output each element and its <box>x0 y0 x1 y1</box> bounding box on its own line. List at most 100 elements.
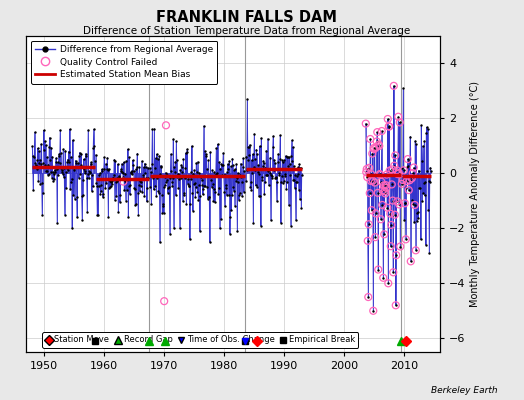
Point <box>235 196 243 203</box>
Point <box>400 167 408 174</box>
Point <box>89 183 97 190</box>
Point <box>149 175 158 181</box>
Point <box>381 190 389 196</box>
Point <box>293 173 301 179</box>
Point <box>68 225 77 232</box>
Point <box>107 178 116 185</box>
Point <box>408 175 416 182</box>
Point <box>245 152 254 158</box>
Point <box>93 182 101 189</box>
Point <box>153 175 161 181</box>
Point <box>53 159 62 165</box>
Point <box>104 214 113 220</box>
Point <box>91 158 99 164</box>
Point <box>52 155 60 161</box>
Point <box>364 294 373 300</box>
Point <box>290 177 299 183</box>
Point <box>364 238 372 244</box>
Point <box>209 181 217 187</box>
Point <box>275 170 283 176</box>
Point <box>278 173 286 180</box>
Point <box>239 155 247 162</box>
Point <box>271 175 280 181</box>
Point <box>206 149 214 155</box>
Point <box>190 167 199 174</box>
Point <box>167 168 176 174</box>
Point <box>409 170 417 176</box>
Point <box>393 198 401 204</box>
Point <box>55 150 63 157</box>
Point <box>160 182 169 188</box>
Point <box>364 238 372 244</box>
Point <box>90 142 99 149</box>
Point <box>258 176 266 183</box>
Point <box>291 217 300 223</box>
Point <box>226 214 234 220</box>
Point <box>172 138 180 144</box>
Point <box>200 183 209 190</box>
Point <box>59 171 67 177</box>
Point <box>411 202 419 208</box>
Point <box>368 178 377 184</box>
Point <box>400 167 408 174</box>
Point <box>66 126 74 132</box>
Point <box>231 202 239 209</box>
Point <box>191 180 199 186</box>
Point <box>375 143 384 149</box>
Point <box>214 190 223 197</box>
Point <box>84 174 93 181</box>
Point <box>259 160 268 166</box>
Point <box>395 170 403 176</box>
Text: FRANKLIN FALLS DAM: FRANKLIN FALLS DAM <box>156 10 337 25</box>
Point <box>379 182 388 189</box>
Point <box>377 216 385 222</box>
Point <box>94 212 103 218</box>
Point <box>369 308 377 314</box>
Point <box>40 138 49 144</box>
Point <box>377 216 385 222</box>
Point <box>198 182 206 189</box>
Point <box>60 164 69 171</box>
Point <box>85 168 93 174</box>
Point <box>366 136 375 142</box>
Point <box>381 182 390 188</box>
Point <box>103 166 111 172</box>
Point <box>366 190 374 196</box>
Point <box>222 185 230 191</box>
Point <box>389 197 397 204</box>
Point <box>128 157 137 164</box>
Point <box>280 171 289 178</box>
Point <box>289 177 298 183</box>
Point <box>265 166 274 172</box>
Point <box>94 176 102 182</box>
Point <box>387 243 395 250</box>
Point <box>228 162 237 168</box>
Point <box>372 144 380 150</box>
Point <box>204 157 212 164</box>
Point <box>247 187 256 193</box>
Point <box>179 198 187 204</box>
Point <box>402 185 410 191</box>
Point <box>392 252 400 258</box>
Point <box>120 187 128 194</box>
Point <box>378 202 387 208</box>
Point <box>391 302 400 308</box>
Point <box>82 150 90 157</box>
Point <box>186 201 194 207</box>
Point <box>425 179 434 186</box>
Point <box>395 170 403 176</box>
Point <box>389 83 398 89</box>
Point <box>80 156 88 163</box>
Point <box>28 143 36 150</box>
Point <box>160 298 168 304</box>
Point <box>34 145 42 152</box>
Point <box>295 161 303 167</box>
Point <box>154 188 162 194</box>
Point <box>139 172 147 178</box>
Point <box>261 171 270 178</box>
Point <box>370 146 378 152</box>
Point <box>238 164 247 170</box>
Point <box>383 204 391 211</box>
Point <box>106 178 114 184</box>
Point <box>378 187 387 194</box>
